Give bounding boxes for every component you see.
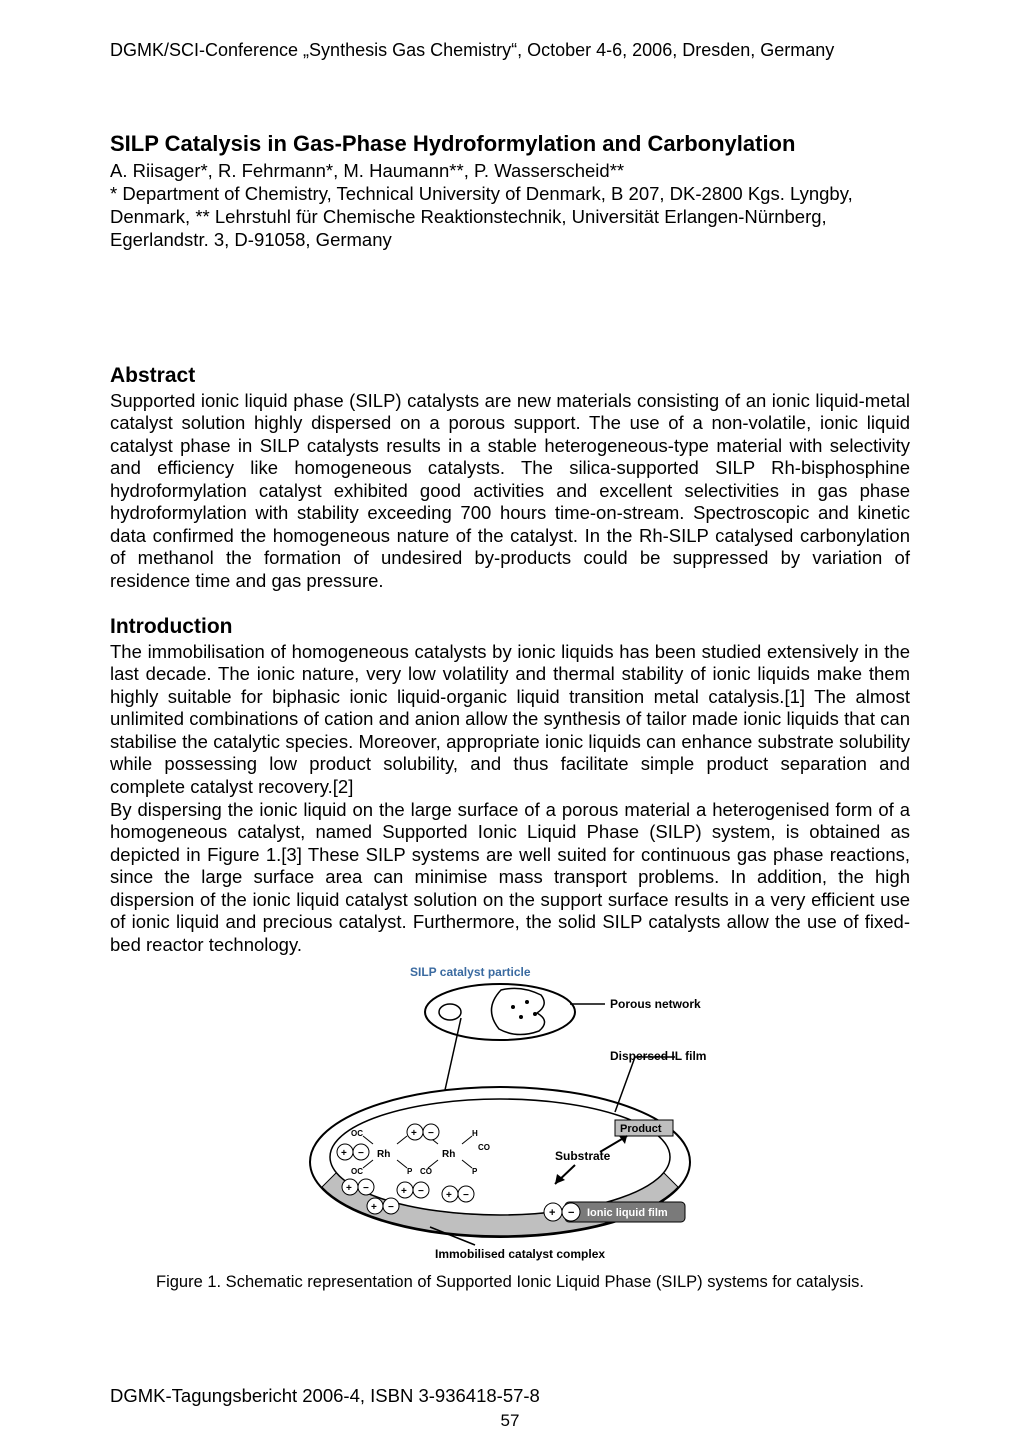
svg-text:−: − bbox=[358, 1148, 364, 1159]
figure-1-caption: Figure 1. Schematic representation of Su… bbox=[110, 1273, 910, 1292]
page-root: DGMK/SCI-Conference „Synthesis Gas Chemi… bbox=[0, 0, 1020, 1443]
svg-text:+: + bbox=[549, 1207, 555, 1219]
fig-label-dispersed: Dispersed IL film bbox=[610, 1049, 706, 1063]
svg-text:−: − bbox=[418, 1186, 424, 1197]
paper-title: SILP Catalysis in Gas-Phase Hydroformyla… bbox=[110, 131, 910, 157]
svg-text:+: + bbox=[446, 1190, 452, 1201]
page-number: 57 bbox=[0, 1411, 1020, 1431]
dispersed-leader-2 bbox=[615, 1057, 635, 1112]
introduction-para-1: The immobilisation of homogeneous cataly… bbox=[110, 641, 910, 799]
dot bbox=[525, 1000, 529, 1004]
svg-text:−: − bbox=[463, 1190, 469, 1201]
svg-text:H: H bbox=[472, 1129, 478, 1138]
svg-text:P: P bbox=[472, 1167, 478, 1176]
spacer bbox=[110, 252, 910, 342]
svg-text:+: + bbox=[371, 1202, 377, 1213]
affiliation-line-3: Egerlandstr. 3, D-91058, Germany bbox=[110, 228, 910, 251]
abstract-text: Supported ionic liquid phase (SILP) cata… bbox=[110, 390, 910, 593]
fig-label-top: SILP catalyst particle bbox=[410, 965, 531, 979]
svg-text:OC: OC bbox=[351, 1129, 363, 1138]
svg-text:−: − bbox=[568, 1207, 574, 1219]
fig-label-porous: Porous network bbox=[610, 997, 701, 1011]
svg-text:−: − bbox=[363, 1183, 369, 1194]
authors-line: A. Riisager*, R. Fehrmann*, M. Haumann**… bbox=[110, 159, 910, 182]
svg-text:−: − bbox=[388, 1202, 394, 1213]
introduction-heading: Introduction bbox=[110, 615, 910, 639]
porous-network-shape bbox=[491, 989, 544, 1035]
svg-text:+: + bbox=[401, 1186, 407, 1197]
fig-label-substrate: Substrate bbox=[555, 1149, 611, 1163]
footer-report-line: DGMK-Tagungsbericht 2006-4, ISBN 3-93641… bbox=[110, 1385, 540, 1407]
svg-text:CO: CO bbox=[420, 1167, 432, 1176]
dot bbox=[519, 1015, 523, 1019]
svg-text:OC: OC bbox=[351, 1167, 363, 1176]
svg-text:Rh: Rh bbox=[377, 1149, 390, 1160]
dot bbox=[511, 1005, 515, 1009]
figure-1: SILP catalyst particle Porous network bbox=[110, 962, 910, 1292]
fig-label-ionic-film: Ionic liquid film bbox=[587, 1207, 668, 1219]
pore-hole bbox=[439, 1004, 461, 1020]
svg-text:+: + bbox=[346, 1183, 352, 1194]
svg-text:+: + bbox=[411, 1128, 417, 1139]
svg-text:−: − bbox=[428, 1128, 434, 1139]
svg-text:Rh: Rh bbox=[442, 1149, 455, 1160]
affiliation-line-1: * Department of Chemistry, Technical Uni… bbox=[110, 182, 910, 205]
svg-text:CO: CO bbox=[478, 1143, 490, 1152]
figure-1-svg: SILP catalyst particle Porous network bbox=[275, 962, 745, 1262]
affiliation-line-2: Denmark, ** Lehrstuhl für Chemische Reak… bbox=[110, 205, 910, 228]
fig-label-bottom: Immobilised catalyst complex bbox=[435, 1247, 605, 1261]
svg-text:P: P bbox=[407, 1167, 413, 1176]
introduction-para-2: By dispersing the ionic liquid on the la… bbox=[110, 799, 910, 957]
fig-label-product: Product bbox=[620, 1123, 662, 1135]
conference-header: DGMK/SCI-Conference „Synthesis Gas Chemi… bbox=[110, 40, 910, 61]
svg-text:+: + bbox=[341, 1148, 347, 1159]
abstract-heading: Abstract bbox=[110, 364, 910, 388]
dot bbox=[533, 1012, 537, 1016]
leader-line-down bbox=[445, 1018, 461, 1090]
